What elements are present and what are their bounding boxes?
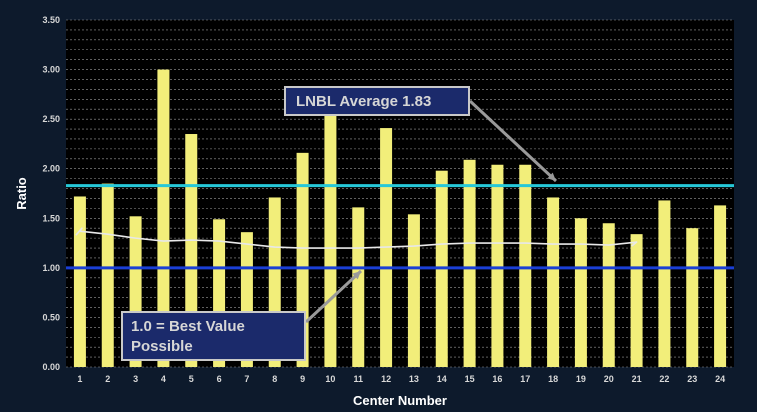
bar — [185, 134, 198, 367]
bar — [519, 164, 532, 367]
x-tick-label: 9 — [300, 374, 305, 384]
trend-line — [75, 227, 638, 249]
y-tick-label: 2.00 — [42, 164, 60, 174]
arrow-shaft — [304, 269, 363, 324]
x-tick-label: 8 — [272, 374, 277, 384]
bar — [352, 207, 365, 367]
bars — [73, 69, 727, 368]
y-tick-label: 1.00 — [42, 263, 60, 273]
x-tick-label: 1 — [77, 374, 82, 384]
arrow-shaft — [468, 99, 558, 183]
bar — [714, 205, 727, 367]
x-tick-label: 4 — [161, 374, 166, 384]
x-tick-label: 14 — [437, 374, 447, 384]
bar — [686, 228, 699, 367]
plot-area — [66, 20, 734, 367]
x-tick-label: 7 — [244, 374, 249, 384]
x-tick-label: 10 — [325, 374, 335, 384]
arrow-head — [547, 172, 556, 181]
bar — [491, 164, 504, 367]
average-callout: LNBL Average 1.83 — [284, 86, 470, 116]
x-tick-label: 17 — [520, 374, 530, 384]
x-tick-label: 2 — [105, 374, 110, 384]
bar — [157, 69, 170, 368]
x-tick-label: 3 — [133, 374, 138, 384]
trend-path — [75, 227, 638, 249]
best-value-callout: 1.0 = Best Value Possible — [121, 311, 306, 361]
y-axis-title: Ratio — [14, 177, 29, 210]
x-axis-title: Center Number — [353, 393, 447, 408]
x-tick-label: 16 — [492, 374, 502, 384]
x-axis-ticks: 1 2 3 4 5 6 7 8 9 10 11 12 13 14 15 16 17 18 19 20 21 22 23 24 — [77, 374, 725, 384]
y-tick-label: 2.50 — [42, 114, 60, 124]
x-tick-label: 19 — [576, 374, 586, 384]
x-tick-label: 13 — [409, 374, 419, 384]
x-tick-label: 22 — [659, 374, 669, 384]
y-tick-label: 1.50 — [42, 213, 60, 223]
y-tick-label: 3.50 — [42, 15, 60, 25]
bar — [324, 114, 337, 367]
bar — [574, 218, 587, 367]
y-axis-ticks: 0.00 0.50 1.00 1.50 2.00 2.50 3.00 3.50 — [42, 15, 60, 372]
y-tick-label: 3.00 — [42, 65, 60, 75]
bar — [547, 197, 560, 367]
bar — [630, 234, 643, 367]
bar — [407, 214, 420, 367]
x-tick-label: 21 — [632, 374, 642, 384]
bar — [602, 223, 615, 367]
callout-arrows — [304, 99, 558, 324]
arrow-head — [352, 271, 361, 280]
y-tick-label: 0.50 — [42, 312, 60, 322]
x-tick-label: 12 — [381, 374, 391, 384]
y-tick-label: 0.00 — [42, 362, 60, 372]
x-tick-label: 20 — [604, 374, 614, 384]
reference-lines — [66, 184, 734, 270]
x-tick-label: 5 — [189, 374, 194, 384]
x-tick-label: 15 — [465, 374, 475, 384]
x-tick-label: 18 — [548, 374, 558, 384]
bar — [463, 159, 476, 367]
bar — [73, 196, 86, 367]
x-tick-label: 6 — [217, 374, 222, 384]
x-tick-label: 11 — [353, 374, 363, 384]
bar — [658, 200, 671, 367]
x-tick-label: 24 — [715, 374, 725, 384]
x-tick-label: 23 — [687, 374, 697, 384]
bar — [101, 183, 114, 367]
